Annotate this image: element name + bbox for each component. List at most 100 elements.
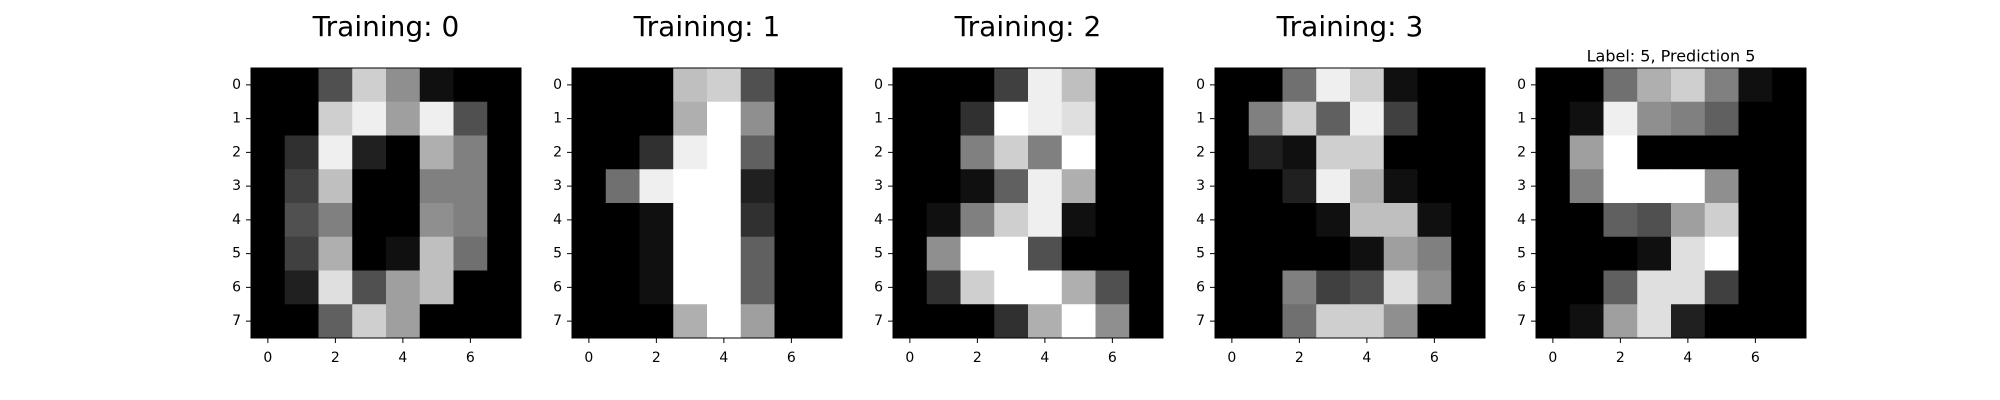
pixel-cell bbox=[1350, 270, 1385, 305]
pixel-cell bbox=[318, 236, 353, 271]
y-tick-label: 6 bbox=[232, 279, 241, 295]
pixel-cell bbox=[352, 203, 387, 238]
pixel-cell bbox=[1215, 101, 1250, 136]
pixel-cell bbox=[1129, 236, 1164, 271]
pixel-cell bbox=[893, 169, 928, 204]
pixel-cell bbox=[1095, 135, 1130, 170]
pixel-cell bbox=[386, 203, 421, 238]
pixel-cell bbox=[639, 304, 674, 339]
pixel-cell bbox=[572, 101, 607, 136]
y-tick-label: 0 bbox=[1517, 77, 1526, 93]
y-tick-label: 4 bbox=[232, 212, 241, 228]
pixel-cell bbox=[1129, 169, 1164, 204]
panel-title: Training: 2 bbox=[954, 10, 1102, 43]
x-tick-label: 6 bbox=[1430, 350, 1439, 366]
x-tick-label: 2 bbox=[1295, 350, 1304, 366]
pixel-cell bbox=[740, 68, 775, 103]
y-tick-label: 2 bbox=[553, 144, 562, 160]
pixel-cell bbox=[1536, 135, 1571, 170]
pixel-cell bbox=[1248, 68, 1283, 103]
pixel-cell bbox=[386, 135, 421, 170]
pixel-cell bbox=[605, 101, 640, 136]
pixel-cell bbox=[1536, 203, 1571, 238]
pixel-cell bbox=[1704, 169, 1739, 204]
pixel-cell bbox=[1417, 270, 1452, 305]
pixel-cell bbox=[960, 135, 995, 170]
pixel-cell bbox=[893, 270, 928, 305]
pixel-cell bbox=[808, 101, 843, 136]
pixel-cell bbox=[1704, 101, 1739, 136]
pixel-cell bbox=[572, 135, 607, 170]
pixel-cell bbox=[251, 270, 286, 305]
y-tick-label: 2 bbox=[232, 144, 241, 160]
x-tick-label: 0 bbox=[905, 350, 914, 366]
y-tick-label: 5 bbox=[232, 246, 241, 262]
pixel-cell bbox=[639, 169, 674, 204]
pixel-cell bbox=[1603, 270, 1638, 305]
pixel-cell bbox=[994, 68, 1029, 103]
pixel-cell bbox=[1772, 203, 1807, 238]
digit-panel-4: Label: 5, Prediction 5 0 1 2 3 4 5 6 7 0 2 4 6 bbox=[1517, 47, 1807, 366]
axes-frame bbox=[1535, 67, 1807, 339]
pixel-cell bbox=[453, 304, 488, 339]
pixel-cell bbox=[1383, 304, 1418, 339]
x-tick-label: 0 bbox=[1548, 350, 1557, 366]
pixel-cell bbox=[1383, 169, 1418, 204]
pixel-cell bbox=[774, 135, 809, 170]
pixel-cell bbox=[419, 101, 454, 136]
pixel-cell bbox=[318, 169, 353, 204]
pixel-cell bbox=[1129, 135, 1164, 170]
pixel-cell bbox=[453, 135, 488, 170]
x-tick-label: 6 bbox=[787, 350, 796, 366]
pixel-cell bbox=[1129, 203, 1164, 238]
pixel-cell bbox=[419, 236, 454, 271]
pixel-cell bbox=[1738, 236, 1773, 271]
pixel-cell bbox=[1383, 203, 1418, 238]
pixel-cell bbox=[1282, 135, 1317, 170]
y-tick-label: 7 bbox=[874, 313, 883, 329]
pixel-cell bbox=[1383, 236, 1418, 271]
pixel-cell bbox=[1637, 203, 1672, 238]
pixel-cell bbox=[1738, 101, 1773, 136]
pixel-cell bbox=[1536, 169, 1571, 204]
y-tick-label: 0 bbox=[1196, 77, 1205, 93]
pixel-cell bbox=[1417, 135, 1452, 170]
pixel-cell bbox=[318, 68, 353, 103]
pixel-cell bbox=[487, 203, 522, 238]
pixel-cell bbox=[1671, 68, 1706, 103]
pixel-cell bbox=[1637, 304, 1672, 339]
pixel-cell bbox=[1536, 236, 1571, 271]
pixel-cell bbox=[808, 135, 843, 170]
pixel-cell bbox=[1095, 101, 1130, 136]
pixel-cell bbox=[1451, 135, 1486, 170]
pixel-cell bbox=[419, 203, 454, 238]
pixel-cell bbox=[453, 169, 488, 204]
pixel-cell bbox=[1704, 203, 1739, 238]
pixel-cell bbox=[605, 68, 640, 103]
pixel-cell bbox=[284, 135, 319, 170]
y-tick-label: 3 bbox=[1196, 178, 1205, 194]
axes-frame bbox=[250, 67, 522, 339]
pixel-cell bbox=[251, 169, 286, 204]
pixel-cell bbox=[994, 135, 1029, 170]
pixel-cell bbox=[926, 203, 961, 238]
pixel-cell bbox=[318, 101, 353, 136]
pixel-cell bbox=[1350, 68, 1385, 103]
pixel-cell bbox=[774, 304, 809, 339]
pixel-cell bbox=[572, 270, 607, 305]
pixel-cell bbox=[1095, 203, 1130, 238]
pixel-cell bbox=[673, 304, 708, 339]
panel-title: Training: 0 bbox=[312, 10, 460, 43]
pixel-cell bbox=[1215, 169, 1250, 204]
pixel-cell bbox=[1451, 68, 1486, 103]
pixel-cell bbox=[639, 203, 674, 238]
pixel-cell bbox=[284, 169, 319, 204]
pixel-cell bbox=[1772, 135, 1807, 170]
pixel-cell bbox=[487, 304, 522, 339]
pixel-cell bbox=[1028, 270, 1063, 305]
pixel-cell bbox=[605, 169, 640, 204]
pixel-cell bbox=[1704, 304, 1739, 339]
pixel-cell bbox=[352, 270, 387, 305]
pixel-cell bbox=[1637, 236, 1672, 271]
pixel-cell bbox=[487, 169, 522, 204]
